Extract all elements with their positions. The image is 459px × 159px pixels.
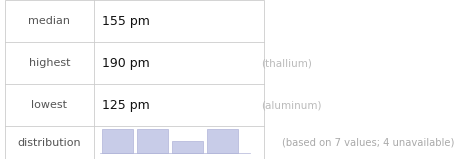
Text: highest: highest <box>28 58 70 68</box>
Bar <box>172 141 202 153</box>
Bar <box>207 129 238 153</box>
Text: (based on 7 values; 4 unavailable): (based on 7 values; 4 unavailable) <box>282 138 455 148</box>
Text: 190 pm: 190 pm <box>102 57 150 70</box>
Text: 125 pm: 125 pm <box>102 99 150 112</box>
Text: distribution: distribution <box>17 138 81 148</box>
Text: lowest: lowest <box>31 100 67 110</box>
Text: (aluminum): (aluminum) <box>262 100 322 110</box>
Text: median: median <box>28 16 70 26</box>
Bar <box>102 129 133 153</box>
Text: 155 pm: 155 pm <box>102 15 150 28</box>
Text: (thallium): (thallium) <box>262 58 313 68</box>
Bar <box>137 129 168 153</box>
